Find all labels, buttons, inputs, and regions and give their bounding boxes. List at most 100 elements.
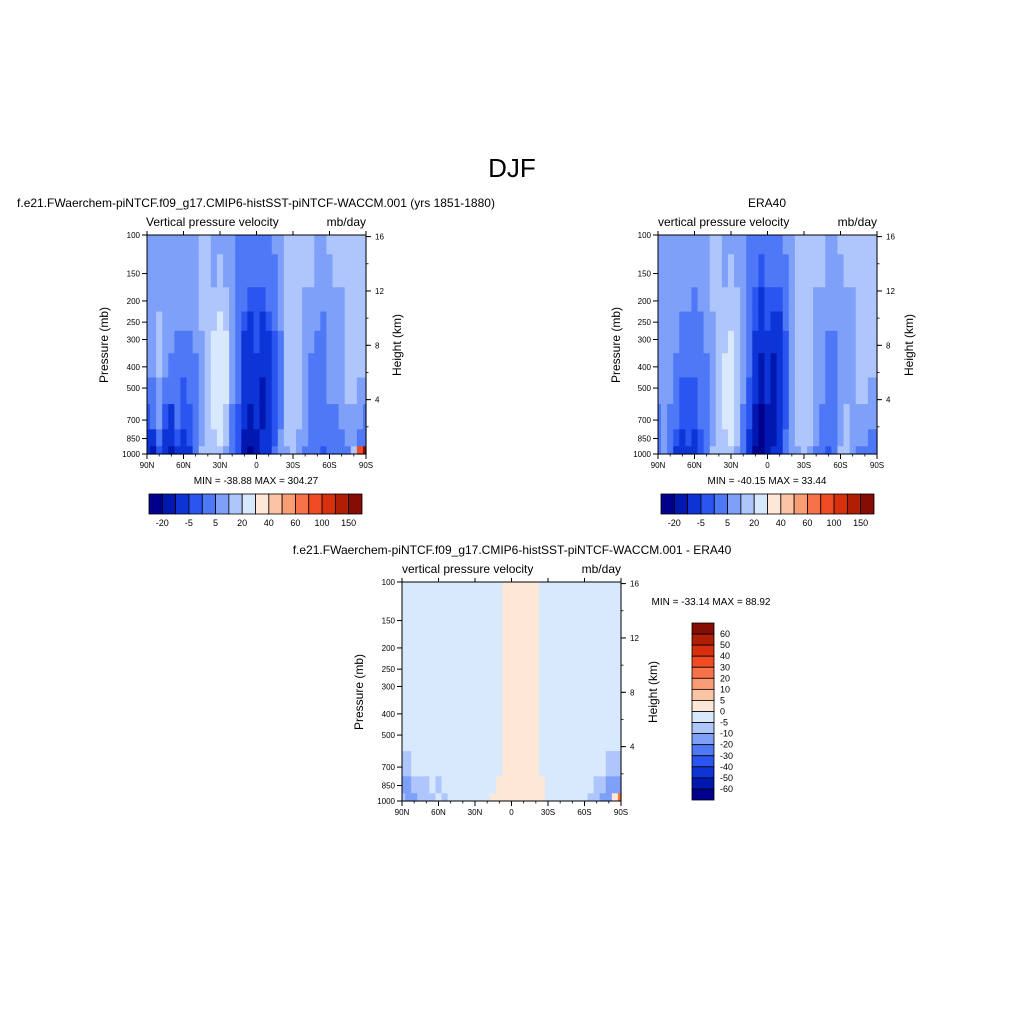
heatmap-cell [314, 311, 321, 332]
heatmap-cell [356, 377, 364, 405]
heatmap-cell [235, 429, 242, 447]
heatmap-cell [447, 658, 455, 679]
heatmap-cell [344, 311, 352, 332]
heatmap-cell [679, 287, 686, 313]
heatmap-cell [277, 287, 285, 313]
heatmap-cell [770, 235, 778, 255]
heatmap-cell [544, 582, 552, 602]
heatmap-cell [788, 377, 796, 405]
heatmap-cell [544, 776, 552, 794]
heatmap-cell [605, 677, 613, 701]
heatmap-cell [691, 429, 699, 447]
heatmap-cell [204, 235, 212, 255]
heatmap-cell [338, 353, 346, 379]
heatmap-cell [508, 724, 516, 752]
heatmap-cell [599, 751, 607, 777]
heatmap-cell [679, 254, 686, 288]
heatmap-cell [478, 793, 485, 802]
heatmap-cell [557, 793, 564, 802]
heatmap-cell [611, 601, 619, 635]
heatmap-cell [453, 724, 461, 752]
heatmap-cell [302, 446, 309, 455]
heatmap-cell [727, 429, 735, 447]
heatmap-cell [727, 287, 735, 313]
heatmap-cell [740, 404, 747, 430]
heatmap-cell [350, 287, 358, 313]
heatmap-cell [679, 404, 686, 430]
heatmap-cell [402, 677, 406, 701]
heatmap-cell [673, 404, 680, 430]
heatmap-cell [605, 601, 613, 635]
heatmap-cell [283, 287, 291, 313]
heatmap-cell [721, 330, 729, 354]
colorbar-swatch [727, 493, 742, 515]
heatmap-cell [465, 601, 473, 635]
heatmap-cell [253, 377, 261, 405]
heatmap-cell [180, 404, 188, 430]
heatmap-cell [502, 724, 510, 752]
x-tick-label: 60S [577, 808, 591, 817]
colorbar-label: 5 [720, 695, 725, 705]
heatmap-cell [150, 353, 157, 379]
heatmap-cell [344, 353, 352, 379]
heatmap-cell [703, 311, 711, 332]
heatmap-cell [599, 700, 607, 726]
heatmap-cell [520, 601, 528, 635]
heatmap-cell [465, 724, 473, 752]
heatmap-cell [423, 658, 430, 679]
heatmap-cell [247, 353, 255, 379]
heatmap-cell [825, 235, 832, 255]
heatmap-cell [350, 353, 358, 379]
heatmap-cell [673, 353, 680, 379]
heatmap-cell [800, 404, 808, 430]
y2-tick-label: 12 [375, 287, 384, 296]
heatmap-cell [782, 429, 790, 447]
colorbar-swatch [255, 493, 270, 515]
heatmap-cell [843, 404, 851, 430]
heatmap-cell [709, 287, 717, 313]
heatmap-cell [174, 287, 182, 313]
heatmap-cell [593, 634, 601, 660]
heatmap-cell [180, 330, 188, 354]
heatmap-cell [532, 793, 540, 802]
y2-tick-label: 8 [630, 688, 635, 697]
heatmap-cell [581, 582, 589, 602]
heatmap-cell [338, 404, 346, 430]
heatmap-cell [277, 429, 285, 447]
heatmap-cell [362, 311, 367, 332]
heatmap-cell [581, 677, 589, 701]
heatmap-cell [873, 377, 878, 405]
heatmap-cell [496, 751, 503, 777]
heatmap-cell [326, 446, 334, 455]
heatmap-cell [563, 658, 570, 679]
heatmap-cell [849, 254, 857, 288]
heatmap-cell [752, 429, 759, 447]
heatmap-cell [831, 254, 839, 288]
heatmap-cell [314, 446, 321, 455]
heatmap-cell [210, 429, 218, 447]
heatmap-cell [514, 776, 522, 794]
heatmap-cell [277, 404, 285, 430]
heatmap-cell [235, 353, 242, 379]
heatmap-cell [162, 287, 169, 313]
heatmap-cell [587, 582, 595, 602]
heatmap-cell [174, 377, 182, 405]
heatmap-cell [575, 658, 583, 679]
heatmap-cell [758, 377, 766, 405]
heatmap-cell [727, 311, 735, 332]
heatmap-cell [551, 582, 558, 602]
heatmap-cell [776, 353, 784, 379]
heatmap-cell [715, 311, 723, 332]
heatmap-cell [514, 793, 522, 802]
heatmap-cell [721, 429, 729, 447]
heatmap-cell [599, 776, 607, 794]
heatmap-cell [356, 254, 364, 288]
heatmap-cell [807, 429, 814, 447]
heatmap-cell [174, 404, 182, 430]
heatmap-cell [819, 235, 826, 255]
heatmap-cell [658, 287, 662, 313]
heatmap-cell [788, 254, 796, 288]
heatmap-cell [721, 287, 729, 313]
heatmap-cell [764, 429, 772, 447]
heatmap-cell [819, 377, 826, 405]
